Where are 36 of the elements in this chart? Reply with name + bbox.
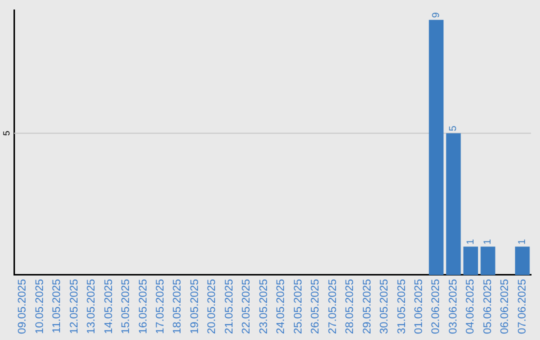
x-tick-label: 09.05.2025 bbox=[16, 278, 29, 334]
x-tick-label: 22.05.2025 bbox=[240, 278, 253, 334]
x-tick-label: 01.06.2025 bbox=[413, 278, 426, 334]
x-tick-label: 21.05.2025 bbox=[223, 278, 236, 334]
x-tick-label: 27.05.2025 bbox=[326, 278, 339, 334]
x-tick-label: 20.05.2025 bbox=[206, 278, 218, 334]
x-tick-label: 11.05.2025 bbox=[51, 278, 64, 334]
x-tick-label: 16.05.2025 bbox=[137, 278, 150, 334]
x-tick-label: 18.05.2025 bbox=[172, 278, 184, 334]
x-tick-label: 03.06.2025 bbox=[447, 278, 460, 334]
x-tick-label: 19.05.2025 bbox=[188, 278, 201, 334]
x-tick-label: 02.06.2025 bbox=[430, 278, 442, 334]
x-tick-label: 13.05.2025 bbox=[86, 278, 98, 334]
x-tick-label: 06.06.2025 bbox=[499, 278, 512, 334]
x-tick-label: 15.05.2025 bbox=[120, 278, 132, 334]
x-tick-label: 04.06.2025 bbox=[464, 278, 477, 334]
x-tick-label: 12.05.2025 bbox=[68, 278, 80, 334]
x-tick-label: 07.06.2025 bbox=[516, 278, 528, 334]
x-tick-label: 23.05.2025 bbox=[258, 278, 270, 334]
ref-line-label: 5 bbox=[1, 130, 12, 136]
x-tick-label: 30.05.2025 bbox=[378, 278, 391, 334]
x-tick-label: 29.05.2025 bbox=[361, 278, 374, 334]
data-label: 5 bbox=[448, 125, 460, 132]
data-label: 9 bbox=[430, 12, 442, 18]
x-tick-label: 10.05.2025 bbox=[34, 278, 46, 334]
x-tick-label: 05.06.2025 bbox=[482, 278, 494, 334]
x-tick-label: 24.05.2025 bbox=[275, 278, 288, 334]
x-tick-label: 31.05.2025 bbox=[396, 278, 408, 334]
x-tick-label: 28.05.2025 bbox=[344, 278, 356, 334]
x-tick-label: 25.05.2025 bbox=[292, 278, 304, 334]
x-tick-label: 14.05.2025 bbox=[102, 278, 115, 334]
data-label: 1 bbox=[465, 238, 476, 245]
x-tick-label: 26.05.2025 bbox=[310, 278, 322, 334]
x-tick-label: 17.05.2025 bbox=[154, 278, 167, 334]
data-label: 1 bbox=[517, 238, 528, 245]
data-label: 1 bbox=[482, 238, 494, 245]
